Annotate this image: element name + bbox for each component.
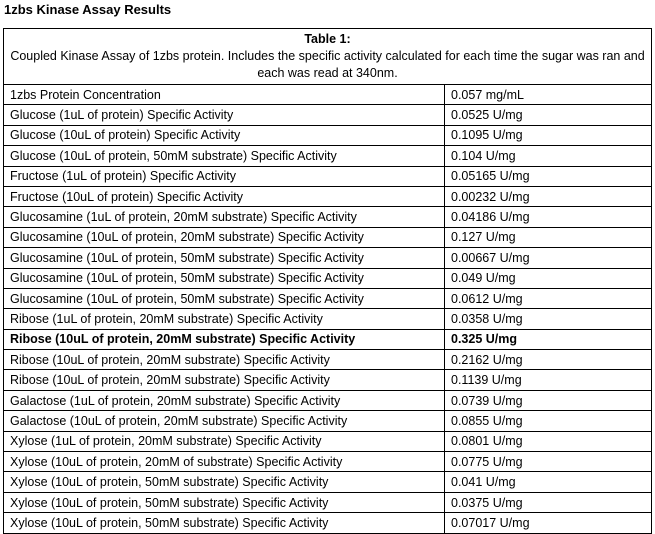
row-value: 0.049 U/mg <box>444 267 652 289</box>
row-value: 0.00232 U/mg <box>444 185 652 208</box>
table-body: 1zbs Protein Concentration 0.057 mg/mL Glu… <box>3 83 652 534</box>
row-label: Glucosamine (1uL of protein, 20mM substr… <box>3 206 445 228</box>
table-row: Glucosamine (10uL of protein, 50mM subst… <box>3 247 652 269</box>
table-row: Glucosamine (10uL of protein, 50mM subst… <box>3 287 652 310</box>
table-row: Glucose (10uL of protein) Specific Activ… <box>3 124 652 147</box>
row-label: Xylose (10uL of protein, 50mM substrate)… <box>3 512 445 534</box>
table-row: Xylose (10uL of protein, 50mM substrate)… <box>3 471 652 493</box>
row-value: 0.0612 U/mg <box>444 287 652 310</box>
table-row: Fructose (10uL of protein) Specific Acti… <box>3 185 652 208</box>
row-label: Ribose (10uL of protein, 20mM substrate)… <box>3 369 445 391</box>
row-value: 0.127 U/mg <box>444 226 652 249</box>
row-label: Glucose (1uL of protein) Specific Activi… <box>3 104 445 126</box>
table-row: Glucosamine (10uL of protein, 20mM subst… <box>3 226 652 249</box>
row-value: 0.2162 U/mg <box>444 349 652 371</box>
row-value: 0.325 U/mg <box>444 328 652 351</box>
row-value: 0.05165 U/mg <box>444 165 652 187</box>
row-value: 0.057 mg/mL <box>444 83 652 106</box>
row-value: 0.1095 U/mg <box>444 124 652 147</box>
row-label: Xylose (1uL of protein, 20mM substrate) … <box>3 430 445 453</box>
row-label: Glucosamine (10uL of protein, 50mM subst… <box>3 267 445 289</box>
table-row: Galactose (1uL of protein, 20mM substrat… <box>3 389 652 412</box>
row-label: Xylose (10uL of protein, 50mM substrate)… <box>3 491 445 514</box>
row-label: Xylose (10uL of protein, 20mM of substra… <box>3 451 445 473</box>
table-row: Galactose (10uL of protein, 20mM substra… <box>3 410 652 432</box>
caption-label: Table 1: <box>304 32 351 46</box>
table-row: Glucose (1uL of protein) Specific Activi… <box>3 104 652 126</box>
row-label: Galactose (10uL of protein, 20mM substra… <box>3 410 445 432</box>
row-label: Glucose (10uL of protein, 50mM substrate… <box>3 145 445 167</box>
table-row: Fructose (1uL of protein) Specific Activ… <box>3 165 652 187</box>
table-row: Ribose (10uL of protein, 20mM substrate)… <box>3 369 652 391</box>
row-label: Galactose (1uL of protein, 20mM substrat… <box>3 389 445 412</box>
table-row: Xylose (10uL of protein, 50mM substrate)… <box>3 512 652 534</box>
row-value: 0.0525 U/mg <box>444 104 652 126</box>
row-label: Ribose (10uL of protein, 20mM substrate)… <box>3 328 445 351</box>
row-value: 0.04186 U/mg <box>444 206 652 228</box>
caption-text: Coupled Kinase Assay of 1zbs protein. In… <box>10 49 645 80</box>
row-label: Ribose (1uL of protein, 20mM substrate) … <box>3 308 445 330</box>
row-label: 1zbs Protein Concentration <box>3 83 445 106</box>
table-row: Glucosamine (10uL of protein, 50mM subst… <box>3 267 652 289</box>
row-value: 0.0375 U/mg <box>444 491 652 514</box>
row-label: Fructose (10uL of protein) Specific Acti… <box>3 185 445 208</box>
row-value: 0.041 U/mg <box>444 471 652 493</box>
page-title: 1zbs Kinase Assay Results <box>4 2 172 17</box>
table-row: Glucose (10uL of protein, 50mM substrate… <box>3 145 652 167</box>
row-label: Glucosamine (10uL of protein, 50mM subst… <box>3 247 445 269</box>
page: 1zbs Kinase Assay Results Table 1: Coupl… <box>3 2 652 534</box>
table-row: Ribose (10uL of protein, 20mM substrate)… <box>3 349 652 371</box>
row-value: 0.07017 U/mg <box>444 512 652 534</box>
row-value: 0.0739 U/mg <box>444 389 652 412</box>
table-row: Xylose (10uL of protein, 20mM of substra… <box>3 451 652 473</box>
table-row: 1zbs Protein Concentration 0.057 mg/mL <box>3 83 652 106</box>
row-value: 0.0855 U/mg <box>444 410 652 432</box>
table-row: Xylose (10uL of protein, 50mM substrate)… <box>3 491 652 514</box>
row-value: 0.104 U/mg <box>444 145 652 167</box>
row-label: Fructose (1uL of protein) Specific Activ… <box>3 165 445 187</box>
row-value: 0.0775 U/mg <box>444 451 652 473</box>
row-value: 0.0801 U/mg <box>444 430 652 453</box>
results-table: Table 1: Coupled Kinase Assay of 1zbs pr… <box>3 28 652 534</box>
row-label: Xylose (10uL of protein, 50mM substrate)… <box>3 471 445 493</box>
row-value: 0.1139 U/mg <box>444 369 652 391</box>
caption-row: Table 1: Coupled Kinase Assay of 1zbs pr… <box>3 28 652 85</box>
table-row: Ribose (10uL of protein, 20mM substrate)… <box>3 328 652 351</box>
caption-cell: Table 1: Coupled Kinase Assay of 1zbs pr… <box>3 28 652 85</box>
row-value: 0.0358 U/mg <box>444 308 652 330</box>
table-row: Ribose (1uL of protein, 20mM substrate) … <box>3 308 652 330</box>
row-label: Ribose (10uL of protein, 20mM substrate)… <box>3 349 445 371</box>
row-label: Glucose (10uL of protein) Specific Activ… <box>3 124 445 147</box>
table-row: Glucosamine (1uL of protein, 20mM substr… <box>3 206 652 228</box>
row-label: Glucosamine (10uL of protein, 20mM subst… <box>3 226 445 249</box>
table-row: Xylose (1uL of protein, 20mM substrate) … <box>3 430 652 453</box>
row-value: 0.00667 U/mg <box>444 247 652 269</box>
row-label: Glucosamine (10uL of protein, 50mM subst… <box>3 287 445 310</box>
